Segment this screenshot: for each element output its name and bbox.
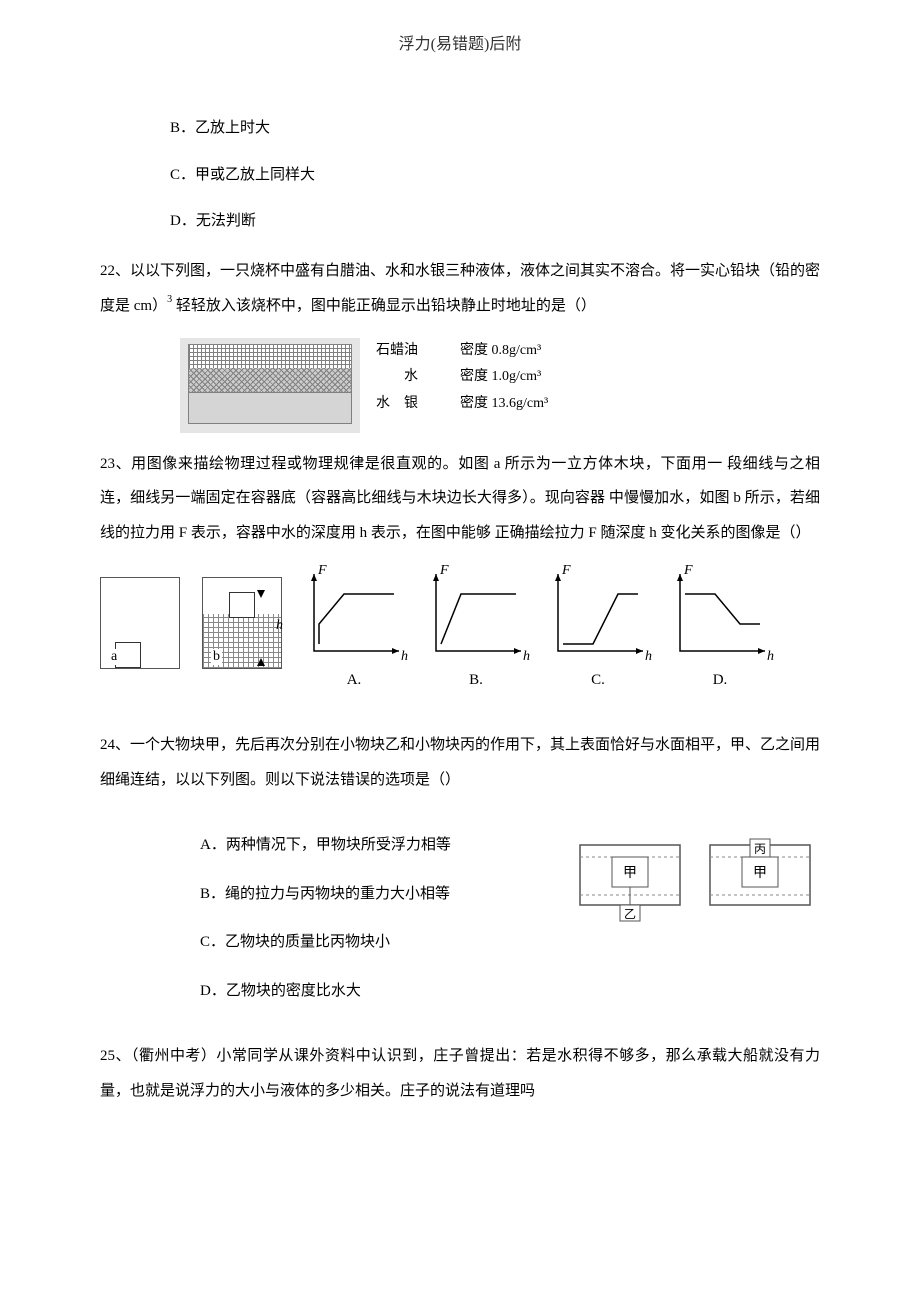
axis-h-c: h bbox=[645, 649, 652, 665]
diagram-23-b: h b bbox=[202, 577, 282, 669]
axis-h-a: h bbox=[401, 649, 408, 665]
q23-line4: 正确描绘拉力 F 随深度 h 变化关系的图像是（） bbox=[495, 525, 811, 541]
label-yi: 乙 bbox=[624, 907, 636, 921]
option-21-d: D．无法判断 bbox=[170, 207, 820, 236]
choice-a: A. bbox=[304, 672, 404, 689]
label-mercury-name: 水 银 bbox=[376, 391, 446, 418]
label-oil-name: 石蜡油 bbox=[376, 338, 446, 365]
axis-f-d: F bbox=[684, 563, 693, 579]
layer-mercury bbox=[188, 392, 352, 424]
axis-h-b: h bbox=[523, 649, 530, 665]
label-jia-left: 甲 bbox=[623, 866, 637, 881]
label-h: h bbox=[276, 618, 283, 634]
arrow-up-icon bbox=[257, 658, 265, 666]
axis-f-c: F bbox=[562, 563, 571, 579]
label-a: a bbox=[109, 649, 119, 665]
option-21-b: B．乙放上时大 bbox=[170, 114, 820, 143]
label-oil-density: 密度 0.8g/cm³ bbox=[460, 338, 541, 365]
chart-b: F h B. bbox=[426, 569, 526, 669]
diagram-23-a: a bbox=[100, 577, 180, 669]
beaker-diagram bbox=[180, 338, 360, 433]
label-mercury-density: 密度 13.6g/cm³ bbox=[460, 391, 548, 418]
axis-h-d: h bbox=[767, 649, 774, 665]
q23-line1: 23、用图像来描绘物理过程或物理规律是很直观的。如图 a 所示为一立方体木块，下… bbox=[100, 456, 723, 472]
chart-d: F h D. bbox=[670, 569, 770, 669]
option-24-d: D．乙物块的密度比水大 bbox=[200, 977, 820, 1006]
label-water-density: 密度 1.0g/cm³ bbox=[460, 364, 541, 391]
question-24-block: 甲 乙 甲 丙 A．两种情况下，甲物块所受浮力相等 B．绳的拉力与丙物块的重力大… bbox=[100, 811, 820, 1025]
arrow-down-icon bbox=[257, 590, 265, 598]
q22-text-suffix: 轻轻放入该烧杯中，图中能正确显示出铅块静止时地址的是（） bbox=[176, 298, 596, 314]
question-24-text: 24、一个大物块甲，先后再次分别在小物块乙和小物块丙的作用下，其上表面恰好与水面… bbox=[100, 728, 820, 797]
label-b: b bbox=[211, 649, 222, 665]
cube-b bbox=[229, 592, 255, 618]
chart-c: F h C. bbox=[548, 569, 648, 669]
page-header: 浮力(易错题)后附 bbox=[100, 30, 820, 54]
page: 浮力(易错题)后附 B．乙放上时大 C．甲或乙放上同样大 D．无法判断 22、以… bbox=[0, 0, 920, 1152]
axis-f-b: F bbox=[440, 563, 449, 579]
question-23: 23、用图像来描绘物理过程或物理规律是很直观的。如图 a 所示为一立方体木块，下… bbox=[100, 447, 820, 551]
option-21-c: C．甲或乙放上同样大 bbox=[170, 161, 820, 190]
chart-a: F h A. bbox=[304, 569, 404, 669]
choice-d: D. bbox=[670, 672, 770, 689]
figure-23-charts: a h b F h A. bbox=[100, 565, 820, 673]
q22-sup: 3 bbox=[167, 294, 172, 305]
label-water-name: 水 bbox=[376, 364, 446, 391]
question-25-text: 25、（衢州中考）小常同学从课外资料中认识到，庄子曾提出：若是水积得不够多，那么… bbox=[100, 1039, 820, 1108]
liquid-labels: 石蜡油 密度 0.8g/cm³ 水 密度 1.0g/cm³ 水 银 密度 13.… bbox=[376, 338, 548, 418]
layer-water bbox=[188, 368, 352, 392]
label-bing: 丙 bbox=[754, 842, 766, 856]
choice-b: B. bbox=[426, 672, 526, 689]
axis-f-a: F bbox=[318, 563, 327, 579]
figure-24: 甲 乙 甲 丙 bbox=[570, 815, 820, 940]
layer-oil bbox=[188, 344, 352, 370]
choice-c: C. bbox=[548, 672, 648, 689]
label-jia-right: 甲 bbox=[753, 866, 767, 881]
question-22: 22、以以下列图，一只烧杯中盛有白腊油、水和水银三种液体，液体之间其实不溶合。将… bbox=[100, 254, 820, 324]
figure-22-liquids: 石蜡油 密度 0.8g/cm³ 水 密度 1.0g/cm³ 水 银 密度 13.… bbox=[180, 338, 740, 433]
